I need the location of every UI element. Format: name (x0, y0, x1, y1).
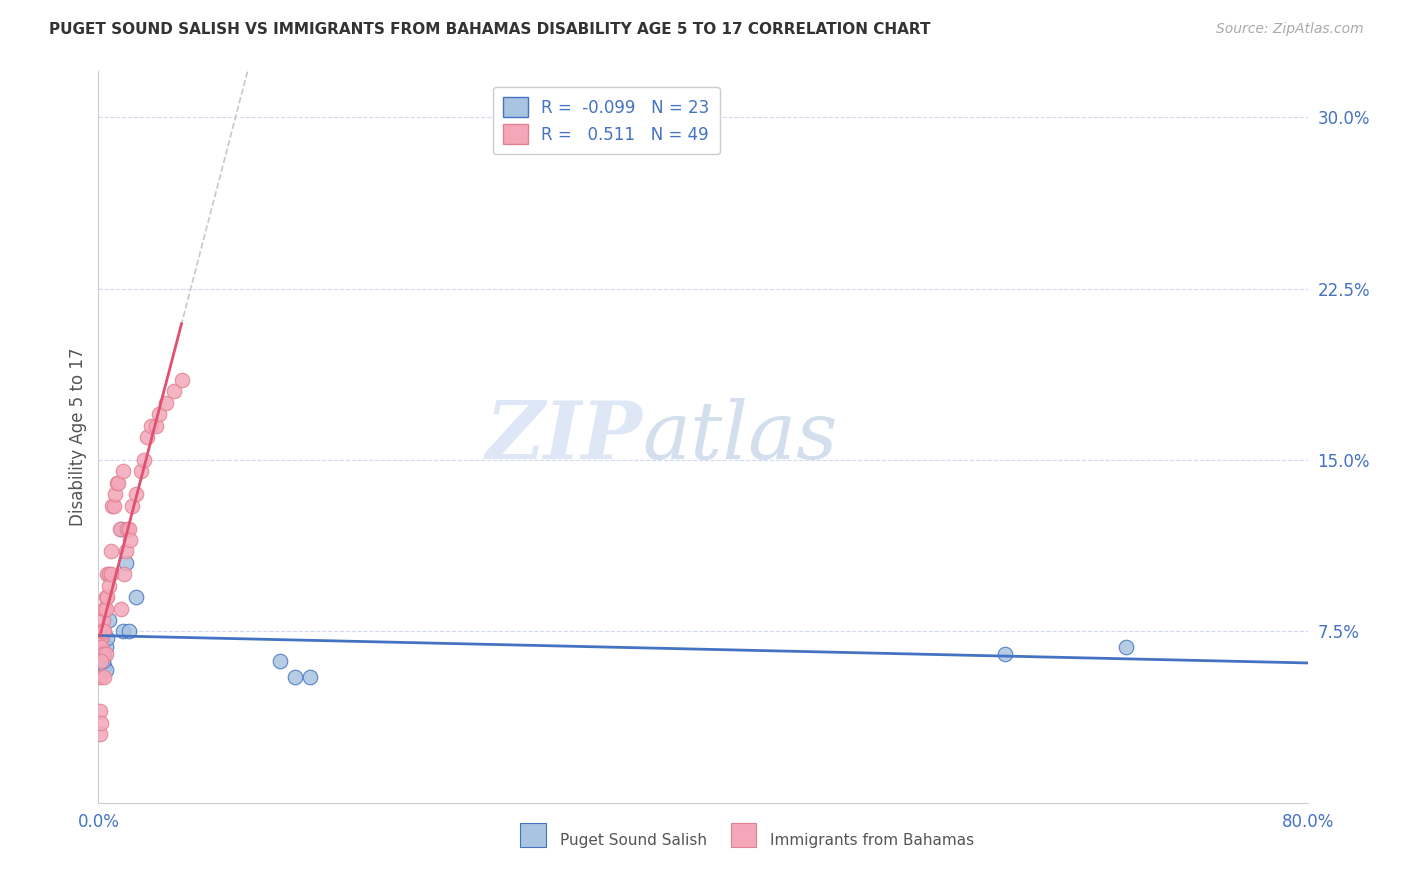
Point (93, 658, 115, 673)
Point (91, 636, 114, 650)
Point (115, 521, 138, 535)
Point (89, 647, 111, 661)
Point (120, 533, 142, 547)
Point (91, 654, 114, 668)
Text: atlas: atlas (643, 399, 838, 475)
Point (93, 647, 115, 661)
Point (284, 670, 307, 684)
Point (96, 567, 118, 582)
Point (269, 654, 291, 668)
Point (141, 418, 163, 433)
Point (89, 670, 111, 684)
Point (91, 613, 114, 627)
Point (101, 499, 124, 513)
Point (89, 727, 111, 741)
Point (89, 705, 111, 719)
Point (98, 567, 121, 582)
Point (108, 521, 131, 535)
Point (114, 544, 136, 558)
Point (114, 556, 136, 570)
Legend: R =  -0.099   N = 23, R =   0.511   N = 49: R = -0.099 N = 23, R = 0.511 N = 49 (494, 87, 720, 154)
Point (91, 647, 114, 661)
Point (90, 715, 112, 730)
Point (111, 464, 134, 478)
Point (110, 601, 132, 615)
Point (129, 464, 152, 478)
Point (89, 636, 111, 650)
Point (94, 590, 117, 604)
Point (111, 624, 134, 639)
Point (89, 647, 111, 661)
Point (90, 640, 112, 655)
Point (112, 567, 135, 582)
Point (93, 601, 115, 615)
Point (104, 487, 127, 501)
Point (148, 407, 170, 421)
Text: Puget Sound Salish: Puget Sound Salish (560, 833, 707, 847)
Point (994, 647, 1017, 661)
Point (105, 475, 128, 490)
Point (103, 499, 125, 513)
Point (170, 373, 193, 387)
Point (118, 521, 141, 535)
Point (90, 654, 112, 668)
Point (90, 640, 112, 655)
Point (94, 647, 117, 661)
Point (100, 544, 122, 558)
Point (110, 521, 132, 535)
Point (135, 430, 157, 444)
Point (163, 384, 186, 399)
Point (90, 632, 112, 646)
Point (118, 624, 141, 639)
Point (93, 624, 115, 639)
Point (90, 624, 112, 639)
Point (93, 670, 115, 684)
Point (98, 579, 121, 593)
Point (299, 670, 322, 684)
Y-axis label: Disability Age 5 to 17: Disability Age 5 to 17 (69, 348, 87, 526)
Point (96, 632, 118, 646)
Point (1115, 640, 1137, 655)
Point (94, 601, 117, 615)
Point (89, 624, 111, 639)
Point (145, 418, 167, 433)
Text: Source: ZipAtlas.com: Source: ZipAtlas.com (1216, 22, 1364, 37)
Point (98, 613, 121, 627)
Point (100, 567, 122, 582)
Point (89, 636, 111, 650)
Point (121, 499, 143, 513)
Point (132, 453, 155, 467)
Text: Immigrants from Bahamas: Immigrants from Bahamas (770, 833, 974, 847)
Point (94, 663, 117, 677)
Point (94, 640, 117, 655)
Text: ZIP: ZIP (485, 399, 643, 475)
Point (91, 629, 114, 643)
Point (91, 624, 114, 639)
Point (107, 475, 129, 490)
Point (125, 487, 148, 501)
Text: PUGET SOUND SALISH VS IMMIGRANTS FROM BAHAMAS DISABILITY AGE 5 TO 17 CORRELATION: PUGET SOUND SALISH VS IMMIGRANTS FROM BA… (49, 22, 931, 37)
Point (155, 396, 177, 410)
Point (125, 590, 148, 604)
Point (96, 590, 118, 604)
